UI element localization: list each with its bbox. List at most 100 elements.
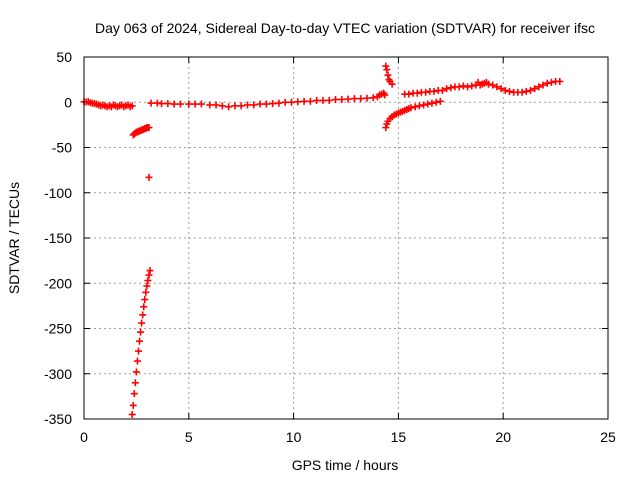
y-tick-label: -250 — [44, 321, 72, 337]
data-point — [294, 98, 302, 106]
data-point — [405, 90, 413, 98]
data-point — [144, 277, 152, 285]
data-point — [411, 103, 419, 111]
x-tick-label: 25 — [600, 429, 616, 445]
data-point — [535, 83, 543, 91]
data-point — [142, 288, 150, 296]
data-point — [158, 100, 166, 108]
data-point — [447, 84, 455, 92]
data-point — [464, 83, 472, 91]
y-tick-label: 50 — [56, 49, 72, 65]
data-point — [489, 81, 497, 89]
data-point — [170, 100, 178, 108]
data-point — [350, 95, 358, 103]
data-point — [369, 94, 377, 102]
data-point — [493, 83, 501, 91]
x-tick-label: 5 — [185, 429, 193, 445]
data-point — [147, 99, 155, 107]
data-point — [547, 78, 555, 86]
data-point — [136, 337, 144, 345]
data-point — [518, 88, 526, 96]
y-tick-label: -50 — [52, 140, 72, 156]
data-point — [381, 91, 389, 99]
data-point — [269, 100, 277, 108]
y-tick-label: -350 — [44, 411, 72, 427]
data-points — [80, 62, 564, 418]
data-point — [212, 101, 220, 109]
data-point — [332, 96, 340, 104]
data-point — [139, 311, 147, 319]
data-point — [197, 100, 205, 108]
data-point — [141, 296, 149, 304]
axis-ticks: 0 5 10 15 20 25 50 0 -50 -100 -150 -200 -250 -300 -350 — [44, 49, 616, 445]
data-point — [130, 390, 138, 398]
data-point — [420, 101, 428, 109]
data-point — [281, 98, 289, 106]
data-point — [539, 81, 547, 89]
data-point — [325, 96, 333, 104]
data-point — [459, 82, 467, 90]
data-point — [522, 87, 530, 95]
data-point — [556, 77, 564, 85]
data-point — [432, 98, 440, 106]
x-tick-label: 0 — [80, 429, 88, 445]
x-tick-label: 10 — [286, 429, 302, 445]
data-point — [497, 85, 505, 93]
data-point — [383, 66, 391, 74]
data-point — [128, 102, 136, 110]
data-point — [382, 124, 390, 132]
data-point — [319, 96, 327, 104]
data-point — [288, 98, 296, 106]
data-point — [384, 71, 392, 79]
data-point — [485, 80, 493, 88]
data-point — [262, 100, 270, 108]
data-point — [428, 99, 436, 107]
data-point — [338, 96, 346, 104]
data-point — [526, 86, 534, 94]
data-point — [275, 99, 283, 107]
data-point — [300, 97, 308, 105]
data-point — [134, 347, 142, 355]
data-point — [146, 267, 154, 275]
data-point — [185, 100, 193, 108]
data-point — [388, 80, 396, 88]
y-tick-label: -150 — [44, 230, 72, 246]
data-point — [237, 102, 245, 110]
data-point — [140, 303, 148, 311]
y-tick-label: -300 — [44, 366, 72, 382]
data-point — [455, 83, 463, 91]
data-point — [256, 100, 264, 108]
data-point — [176, 100, 184, 108]
data-point — [143, 282, 151, 290]
data-point — [424, 100, 432, 108]
data-point — [505, 87, 513, 95]
data-point — [131, 379, 139, 387]
data-point — [430, 87, 438, 95]
data-point — [164, 100, 172, 108]
data-point — [218, 102, 226, 110]
data-point — [438, 86, 446, 94]
data-point — [344, 95, 352, 103]
data-point — [382, 62, 390, 70]
data-point — [133, 357, 141, 365]
data-point — [531, 85, 539, 93]
data-point — [407, 104, 415, 112]
data-point — [415, 102, 423, 110]
data-point — [132, 368, 140, 376]
data-point — [145, 271, 153, 279]
data-point — [422, 88, 430, 96]
data-point — [413, 89, 421, 97]
data-point — [250, 101, 258, 109]
data-point — [443, 85, 451, 93]
plot-frame — [83, 56, 609, 420]
data-point — [243, 101, 251, 109]
grid — [84, 57, 608, 419]
data-point — [436, 97, 444, 105]
data-point — [468, 82, 476, 90]
data-point — [137, 328, 145, 336]
data-point — [129, 401, 137, 409]
y-axis-label: SDTVAR / TECUs — [6, 182, 22, 294]
data-point — [145, 173, 153, 181]
